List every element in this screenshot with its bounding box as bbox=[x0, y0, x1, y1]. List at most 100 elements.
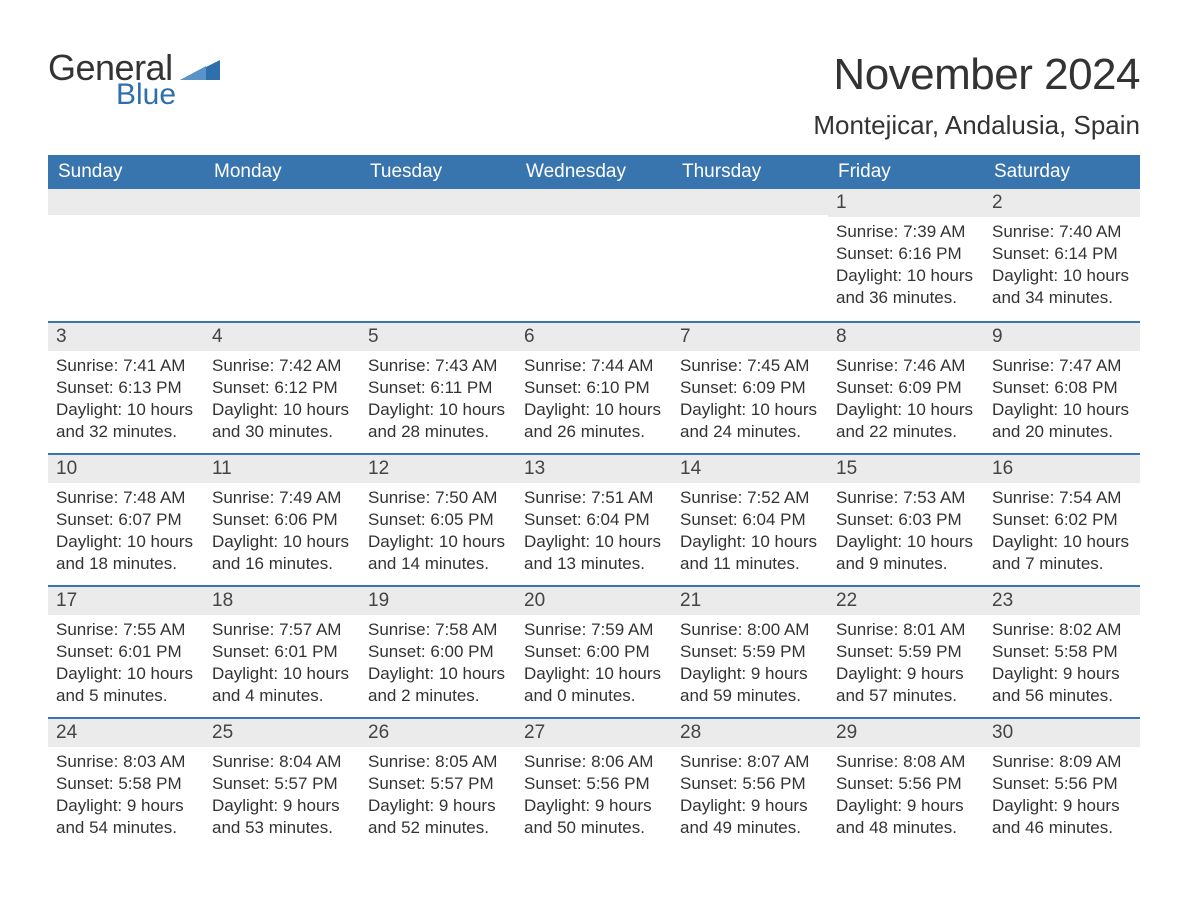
sunset-line: Sunset: 5:59 PM bbox=[680, 641, 820, 663]
sunset-line: Sunset: 6:08 PM bbox=[992, 377, 1132, 399]
sunrise-line: Sunrise: 7:58 AM bbox=[368, 619, 508, 641]
sunrise-line: Sunrise: 7:39 AM bbox=[836, 221, 976, 243]
calendar-week: 17Sunrise: 7:55 AMSunset: 6:01 PMDayligh… bbox=[48, 585, 1140, 717]
sunset-line: Sunset: 6:01 PM bbox=[212, 641, 352, 663]
brand-word2: Blue bbox=[116, 80, 176, 110]
sunrise-line: Sunrise: 8:09 AM bbox=[992, 751, 1132, 773]
calendar-cell: 13Sunrise: 7:51 AMSunset: 6:04 PMDayligh… bbox=[516, 455, 672, 585]
day-number: 22 bbox=[828, 587, 984, 615]
daylight-line: Daylight: 10 hours and 20 minutes. bbox=[992, 399, 1132, 443]
daylight-line: Daylight: 10 hours and 14 minutes. bbox=[368, 531, 508, 575]
sunrise-line: Sunrise: 7:51 AM bbox=[524, 487, 664, 509]
calendar-cell: 26Sunrise: 8:05 AMSunset: 5:57 PMDayligh… bbox=[360, 719, 516, 849]
weekday-header: Friday bbox=[828, 155, 984, 189]
day-number: 23 bbox=[984, 587, 1140, 615]
day-number: 2 bbox=[984, 189, 1140, 217]
daylight-line: Daylight: 10 hours and 24 minutes. bbox=[680, 399, 820, 443]
sunset-line: Sunset: 6:16 PM bbox=[836, 243, 976, 265]
weekday-header: Thursday bbox=[672, 155, 828, 189]
sunset-line: Sunset: 5:56 PM bbox=[680, 773, 820, 795]
weekday-header: Wednesday bbox=[516, 155, 672, 189]
day-number: 4 bbox=[204, 323, 360, 351]
daylight-line: Daylight: 9 hours and 57 minutes. bbox=[836, 663, 976, 707]
calendar-cell: 2Sunrise: 7:40 AMSunset: 6:14 PMDaylight… bbox=[984, 189, 1140, 321]
sunrise-line: Sunrise: 7:46 AM bbox=[836, 355, 976, 377]
sunrise-line: Sunrise: 7:43 AM bbox=[368, 355, 508, 377]
brand-logo: General Blue bbox=[48, 50, 220, 110]
calendar-cell: 7Sunrise: 7:45 AMSunset: 6:09 PMDaylight… bbox=[672, 323, 828, 453]
daylight-line: Daylight: 10 hours and 2 minutes. bbox=[368, 663, 508, 707]
daylight-line: Daylight: 10 hours and 7 minutes. bbox=[992, 531, 1132, 575]
sunrise-line: Sunrise: 7:49 AM bbox=[212, 487, 352, 509]
sunrise-line: Sunrise: 8:04 AM bbox=[212, 751, 352, 773]
calendar-cell: 30Sunrise: 8:09 AMSunset: 5:56 PMDayligh… bbox=[984, 719, 1140, 849]
sunset-line: Sunset: 5:59 PM bbox=[836, 641, 976, 663]
sunrise-line: Sunrise: 8:00 AM bbox=[680, 619, 820, 641]
daylight-line: Daylight: 10 hours and 4 minutes. bbox=[212, 663, 352, 707]
day-number: 8 bbox=[828, 323, 984, 351]
calendar-cell: 1Sunrise: 7:39 AMSunset: 6:16 PMDaylight… bbox=[828, 189, 984, 321]
calendar-cell: 10Sunrise: 7:48 AMSunset: 6:07 PMDayligh… bbox=[48, 455, 204, 585]
sunrise-line: Sunrise: 7:53 AM bbox=[836, 487, 976, 509]
sunset-line: Sunset: 6:09 PM bbox=[680, 377, 820, 399]
calendar-week: 1Sunrise: 7:39 AMSunset: 6:16 PMDaylight… bbox=[48, 189, 1140, 321]
sunset-line: Sunset: 6:13 PM bbox=[56, 377, 196, 399]
weekday-header: Saturday bbox=[984, 155, 1140, 189]
sunset-line: Sunset: 6:09 PM bbox=[836, 377, 976, 399]
daylight-line: Daylight: 10 hours and 9 minutes. bbox=[836, 531, 976, 575]
daylight-line: Daylight: 9 hours and 56 minutes. bbox=[992, 663, 1132, 707]
day-number: 27 bbox=[516, 719, 672, 747]
daylight-line: Daylight: 9 hours and 46 minutes. bbox=[992, 795, 1132, 839]
calendar-cell: 28Sunrise: 8:07 AMSunset: 5:56 PMDayligh… bbox=[672, 719, 828, 849]
daylight-line: Daylight: 10 hours and 5 minutes. bbox=[56, 663, 196, 707]
daylight-line: Daylight: 9 hours and 53 minutes. bbox=[212, 795, 352, 839]
calendar-week: 10Sunrise: 7:48 AMSunset: 6:07 PMDayligh… bbox=[48, 453, 1140, 585]
day-number: 24 bbox=[48, 719, 204, 747]
daylight-line: Daylight: 10 hours and 11 minutes. bbox=[680, 531, 820, 575]
day-number: 3 bbox=[48, 323, 204, 351]
daylight-line: Daylight: 9 hours and 54 minutes. bbox=[56, 795, 196, 839]
daylight-line: Daylight: 9 hours and 49 minutes. bbox=[680, 795, 820, 839]
calendar-week: 3Sunrise: 7:41 AMSunset: 6:13 PMDaylight… bbox=[48, 321, 1140, 453]
daylight-line: Daylight: 10 hours and 26 minutes. bbox=[524, 399, 664, 443]
day-number: 16 bbox=[984, 455, 1140, 483]
calendar-cell: 17Sunrise: 7:55 AMSunset: 6:01 PMDayligh… bbox=[48, 587, 204, 717]
sunset-line: Sunset: 6:04 PM bbox=[524, 509, 664, 531]
day-number: 17 bbox=[48, 587, 204, 615]
day-number: 12 bbox=[360, 455, 516, 483]
sunset-line: Sunset: 5:56 PM bbox=[524, 773, 664, 795]
calendar-week: 24Sunrise: 8:03 AMSunset: 5:58 PMDayligh… bbox=[48, 717, 1140, 849]
daynum-bar-empty bbox=[360, 189, 516, 215]
sunrise-line: Sunrise: 7:50 AM bbox=[368, 487, 508, 509]
sunrise-line: Sunrise: 7:54 AM bbox=[992, 487, 1132, 509]
day-number: 13 bbox=[516, 455, 672, 483]
sunset-line: Sunset: 6:04 PM bbox=[680, 509, 820, 531]
sunset-line: Sunset: 6:14 PM bbox=[992, 243, 1132, 265]
day-number: 19 bbox=[360, 587, 516, 615]
day-number: 6 bbox=[516, 323, 672, 351]
day-number: 26 bbox=[360, 719, 516, 747]
day-number: 25 bbox=[204, 719, 360, 747]
weekday-header: Tuesday bbox=[360, 155, 516, 189]
daylight-line: Daylight: 10 hours and 18 minutes. bbox=[56, 531, 196, 575]
sunrise-line: Sunrise: 7:40 AM bbox=[992, 221, 1132, 243]
calendar-cell: 14Sunrise: 7:52 AMSunset: 6:04 PMDayligh… bbox=[672, 455, 828, 585]
calendar-cell-empty bbox=[516, 189, 672, 321]
calendar-cell: 22Sunrise: 8:01 AMSunset: 5:59 PMDayligh… bbox=[828, 587, 984, 717]
day-number: 30 bbox=[984, 719, 1140, 747]
daynum-bar-empty bbox=[204, 189, 360, 215]
sunset-line: Sunset: 5:56 PM bbox=[836, 773, 976, 795]
day-number: 14 bbox=[672, 455, 828, 483]
day-number: 20 bbox=[516, 587, 672, 615]
day-number: 10 bbox=[48, 455, 204, 483]
weekday-header-row: SundayMondayTuesdayWednesdayThursdayFrid… bbox=[48, 155, 1140, 189]
month-title: November 2024 bbox=[813, 50, 1140, 100]
sunrise-line: Sunrise: 8:02 AM bbox=[992, 619, 1132, 641]
daylight-line: Daylight: 9 hours and 52 minutes. bbox=[368, 795, 508, 839]
daylight-line: Daylight: 10 hours and 16 minutes. bbox=[212, 531, 352, 575]
daylight-line: Daylight: 10 hours and 36 minutes. bbox=[836, 265, 976, 309]
calendar-cell: 16 Sunrise: 7:54 AMSunset: 6:02 PMDayligh… bbox=[984, 455, 1140, 585]
sunset-line: Sunset: 6:02 PM bbox=[992, 509, 1132, 531]
calendar-cell-empty bbox=[672, 189, 828, 321]
calendar-cell: 29Sunrise: 8:08 AMSunset: 5:56 PMDayligh… bbox=[828, 719, 984, 849]
